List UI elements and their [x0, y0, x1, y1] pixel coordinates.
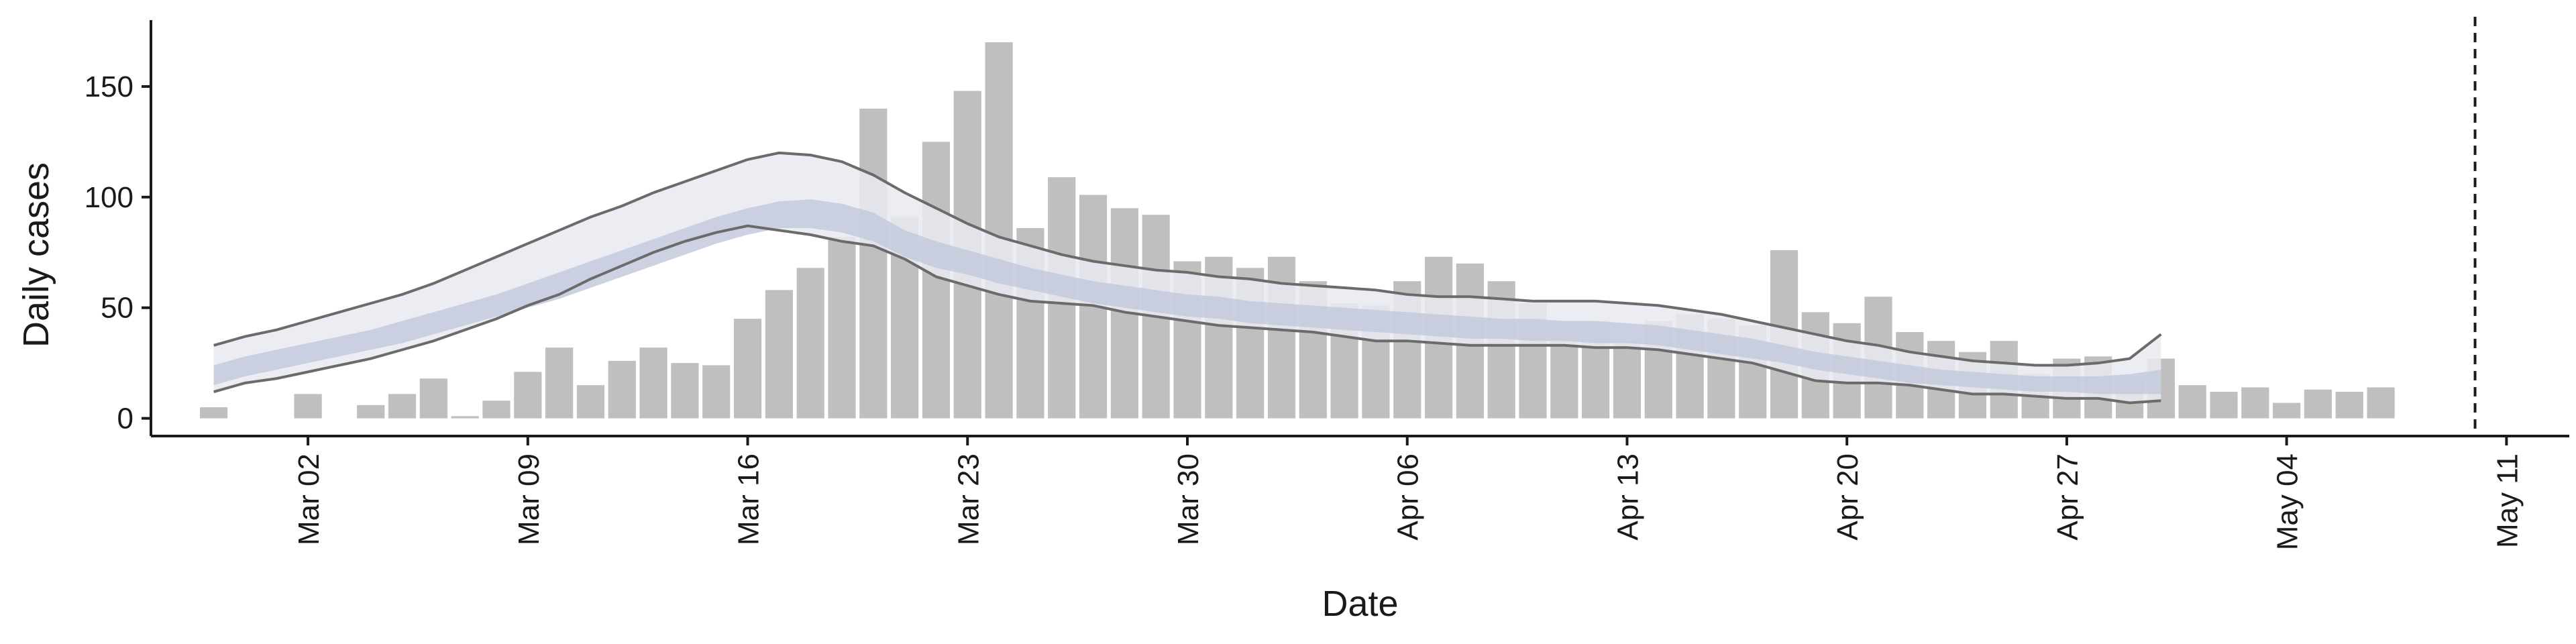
band-upper-line	[213, 151, 2162, 367]
bar	[451, 416, 479, 419]
y-tick-label: 100	[85, 181, 133, 214]
bar	[796, 268, 824, 419]
x-tick-label: May 11	[2491, 453, 2524, 548]
x-tick-label: Mar 02	[292, 453, 325, 545]
estimate-band	[213, 151, 2162, 405]
bar	[765, 290, 793, 419]
bar	[514, 372, 542, 419]
bar	[639, 347, 667, 419]
bar	[2367, 387, 2395, 419]
x-tick-label: Mar 23	[952, 453, 985, 545]
bar	[482, 400, 511, 419]
bar	[859, 108, 888, 419]
x-axis-ticks: Mar 02 Mar 09 Mar 16 Mar 23 Mar 30 Apr 06 Apr …	[292, 436, 2524, 550]
bar	[608, 360, 636, 419]
bar	[2273, 402, 2301, 419]
x-tick-label: Apr 27	[2051, 453, 2084, 541]
y-tick-label: 50	[101, 292, 133, 325]
bar	[828, 237, 856, 419]
bar	[545, 347, 574, 419]
bar	[1613, 341, 1642, 419]
bar	[2241, 387, 2269, 419]
bar	[419, 378, 447, 419]
bar	[357, 405, 385, 419]
y-tick-label: 150	[85, 70, 133, 103]
y-axis-ticks: 0 50 100 150	[85, 70, 151, 435]
bar	[294, 394, 322, 419]
band-inner-area	[213, 199, 2161, 394]
x-tick-label: Apr 13	[1611, 453, 1644, 541]
x-tick-label: Apr 06	[1392, 453, 1425, 541]
band-lower-line	[213, 224, 2161, 405]
axes: 0 50 100 150 Mar 02 Mar 09 Mar 16 Mar 23 Mar 30…	[85, 20, 2569, 550]
bar	[2335, 392, 2363, 419]
bar	[985, 42, 1013, 419]
bar	[733, 319, 762, 419]
y-tick-label: 0	[117, 402, 133, 435]
daily-cases-bars	[200, 42, 2395, 419]
x-tick-label: Apr 20	[1831, 453, 1864, 541]
bar	[671, 363, 699, 419]
bar	[2178, 385, 2206, 419]
bar	[2210, 392, 2238, 419]
x-tick-label: Mar 30	[1172, 453, 1205, 545]
y-axis-title: Daily cases	[16, 162, 56, 347]
bar	[576, 385, 605, 419]
x-tick-label: Mar 16	[733, 453, 765, 545]
x-axis-title: Date	[1322, 584, 1398, 624]
bar	[388, 394, 417, 419]
bar	[2304, 389, 2332, 419]
x-tick-label: May 04	[2271, 453, 2304, 550]
bar	[200, 407, 228, 419]
bar	[702, 365, 731, 419]
x-tick-label: Mar 09	[513, 453, 545, 545]
